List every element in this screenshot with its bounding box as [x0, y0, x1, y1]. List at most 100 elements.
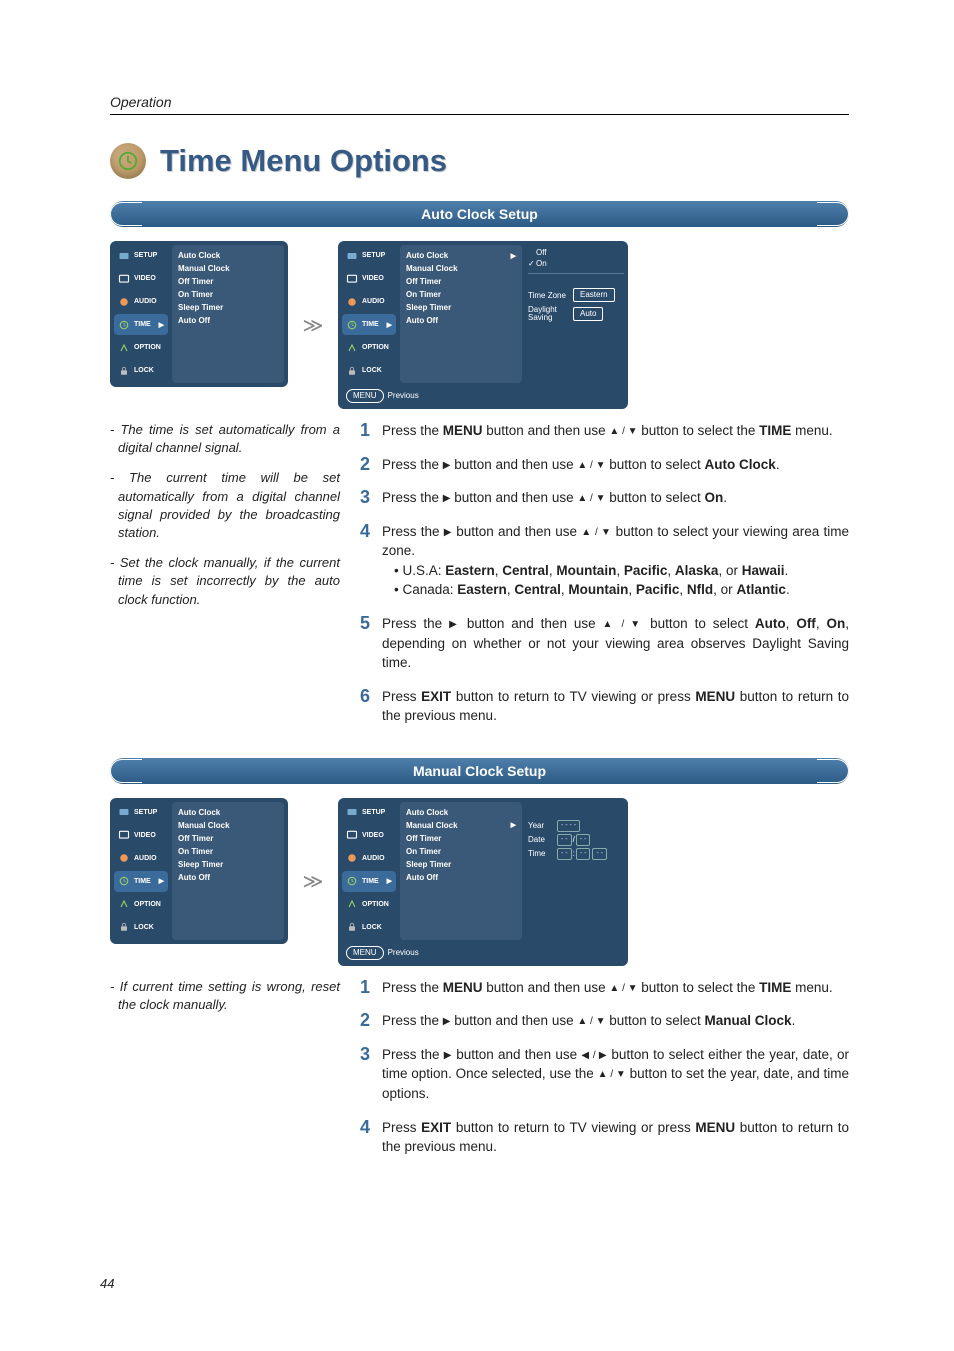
osd-menu-left: SETUPVIDEOAUDIOTIME▶OPTIONLOCK Auto Cloc… [110, 241, 288, 387]
nav-item-time: TIME▶ [342, 871, 396, 892]
option-icon [346, 898, 358, 910]
nav-item-audio: AUDIO [114, 291, 168, 312]
step-number: 5 [360, 614, 382, 673]
nav-item-lock: LOCK [342, 360, 396, 381]
instruction-step: 5Press the ▶ button and then use ▲ / ▼ b… [360, 614, 849, 673]
menu-item: Off Timer [406, 275, 516, 288]
setup-icon [346, 250, 358, 262]
nav-item-option: OPTION [342, 894, 396, 915]
time-icon [346, 319, 358, 331]
step-number: 2 [360, 455, 382, 475]
osd-nav: SETUPVIDEOAUDIOTIME▶OPTIONLOCK [114, 245, 168, 383]
menu-item: Manual Clock [178, 262, 278, 275]
osd-menu-right: SETUPVIDEOAUDIOTIME▶OPTIONLOCK Auto Cloc… [338, 241, 628, 409]
nav-item-setup: SETUP [342, 802, 396, 823]
nav-item-video: VIDEO [114, 825, 168, 846]
page-number: 44 [100, 1276, 114, 1291]
instruction-step: 1Press the MENU button and then use ▲ / … [360, 421, 849, 441]
audio-icon [118, 296, 130, 308]
note-text: - Set the clock manually, if the current… [110, 554, 340, 609]
setup-icon [118, 806, 130, 818]
manual-clock-header: Manual Clock Setup [110, 758, 849, 784]
instruction-step: 4Press EXIT button to return to TV viewi… [360, 1118, 849, 1157]
nav-item-video: VIDEO [342, 268, 396, 289]
menu-item: Auto Off [178, 314, 278, 327]
instruction-step: 6Press EXIT button to return to TV viewi… [360, 687, 849, 726]
nav-item-video: VIDEO [342, 825, 396, 846]
nav-item-video: VIDEO [114, 268, 168, 289]
lock-icon [118, 921, 130, 933]
osd-right-panel: Off ✓On Time ZoneEastern Daylight Saving… [528, 245, 624, 383]
step-number: 4 [360, 1118, 382, 1157]
auto-clock-notes: - The time is set automatically from a d… [110, 421, 340, 621]
lock-icon [118, 365, 130, 377]
menu-item: Manual Clock [178, 819, 278, 832]
auto-clock-header: Auto Clock Setup [110, 201, 849, 227]
manual-clock-steps: 1Press the MENU button and then use ▲ / … [360, 978, 849, 1171]
step-number: 4 [360, 522, 382, 600]
menu-item: Manual Clock [406, 262, 516, 275]
nav-item-option: OPTION [114, 894, 168, 915]
instruction-step: 3Press the ▶ button and then use ◀ / ▶ b… [360, 1045, 849, 1104]
note-text: - The time is set automatically from a d… [110, 421, 340, 457]
clock-icon [110, 143, 146, 179]
nav-item-lock: LOCK [342, 917, 396, 938]
nav-item-audio: AUDIO [342, 291, 396, 312]
nav-item-setup: SETUP [114, 802, 168, 823]
instruction-step: 2Press the ▶ button and then use ▲ / ▼ b… [360, 455, 849, 475]
note-text: - The current time will be set automatic… [110, 469, 340, 542]
auto-clock-steps: 1Press the MENU button and then use ▲ / … [360, 421, 849, 740]
instruction-step: 2Press the ▶ button and then use ▲ / ▼ b… [360, 1011, 849, 1031]
menu-item: Auto Off [406, 314, 516, 327]
note-text: - If current time setting is wrong, rese… [110, 978, 340, 1014]
step-number: 3 [360, 1045, 382, 1104]
menu-item: Sleep Timer [406, 858, 516, 871]
time-icon [118, 875, 130, 887]
nav-item-audio: AUDIO [114, 848, 168, 869]
transition-arrow-icon: ≫ [288, 313, 338, 338]
step-number: 6 [360, 687, 382, 726]
page-title-row: Time Menu Options [110, 143, 849, 179]
instruction-step: 3Press the ▶ button and then use ▲ / ▼ b… [360, 488, 849, 508]
menu-item: Sleep Timer [178, 301, 278, 314]
osd-menu-left: SETUPVIDEOAUDIOTIME▶OPTIONLOCK Auto Cloc… [110, 798, 288, 944]
osd-menu-right: SETUPVIDEOAUDIOTIME▶OPTIONLOCK Auto Cloc… [338, 798, 628, 966]
nav-item-time: TIME▶ [114, 314, 168, 335]
audio-icon [346, 852, 358, 864]
menu-item: Auto Clock [178, 806, 278, 819]
nav-item-option: OPTION [342, 337, 396, 358]
time-icon [346, 875, 358, 887]
menu-item: Auto Clock [178, 249, 278, 262]
manual-clock-notes: - If current time setting is wrong, rese… [110, 978, 340, 1026]
step-number: 2 [360, 1011, 382, 1031]
nav-item-option: OPTION [114, 337, 168, 358]
menu-item: On Timer [406, 288, 516, 301]
setup-icon [118, 250, 130, 262]
option-icon [346, 342, 358, 354]
section-label: Operation [110, 94, 849, 115]
option-icon [118, 342, 130, 354]
instruction-step: 4Press the ▶ button and then use ▲ / ▼ b… [360, 522, 849, 600]
option-off: Off [536, 248, 547, 257]
menu-item: Manual Clock▶ [406, 819, 516, 832]
lock-icon [346, 921, 358, 933]
menu-item: Sleep Timer [178, 858, 278, 871]
lock-icon [346, 365, 358, 377]
nav-item-lock: LOCK [114, 917, 168, 938]
instruction-step: 1Press the MENU button and then use ▲ / … [360, 978, 849, 998]
nav-item-lock: LOCK [114, 360, 168, 381]
manual-clock-screenshots: SETUPVIDEOAUDIOTIME▶OPTIONLOCK Auto Cloc… [110, 798, 849, 966]
transition-arrow-icon: ≫ [288, 869, 338, 894]
option-icon [118, 898, 130, 910]
menu-item: On Timer [406, 845, 516, 858]
menu-item: On Timer [178, 288, 278, 301]
nav-item-time: TIME▶ [342, 314, 396, 335]
nav-item-time: TIME▶ [114, 871, 168, 892]
step-number: 1 [360, 421, 382, 441]
option-on: On [536, 259, 547, 268]
menu-item: Off Timer [178, 832, 278, 845]
menu-item: Auto Off [406, 871, 516, 884]
nav-item-setup: SETUP [342, 245, 396, 266]
osd-list: Auto ClockManual ClockOff TimerOn TimerS… [172, 245, 284, 383]
audio-icon [118, 852, 130, 864]
